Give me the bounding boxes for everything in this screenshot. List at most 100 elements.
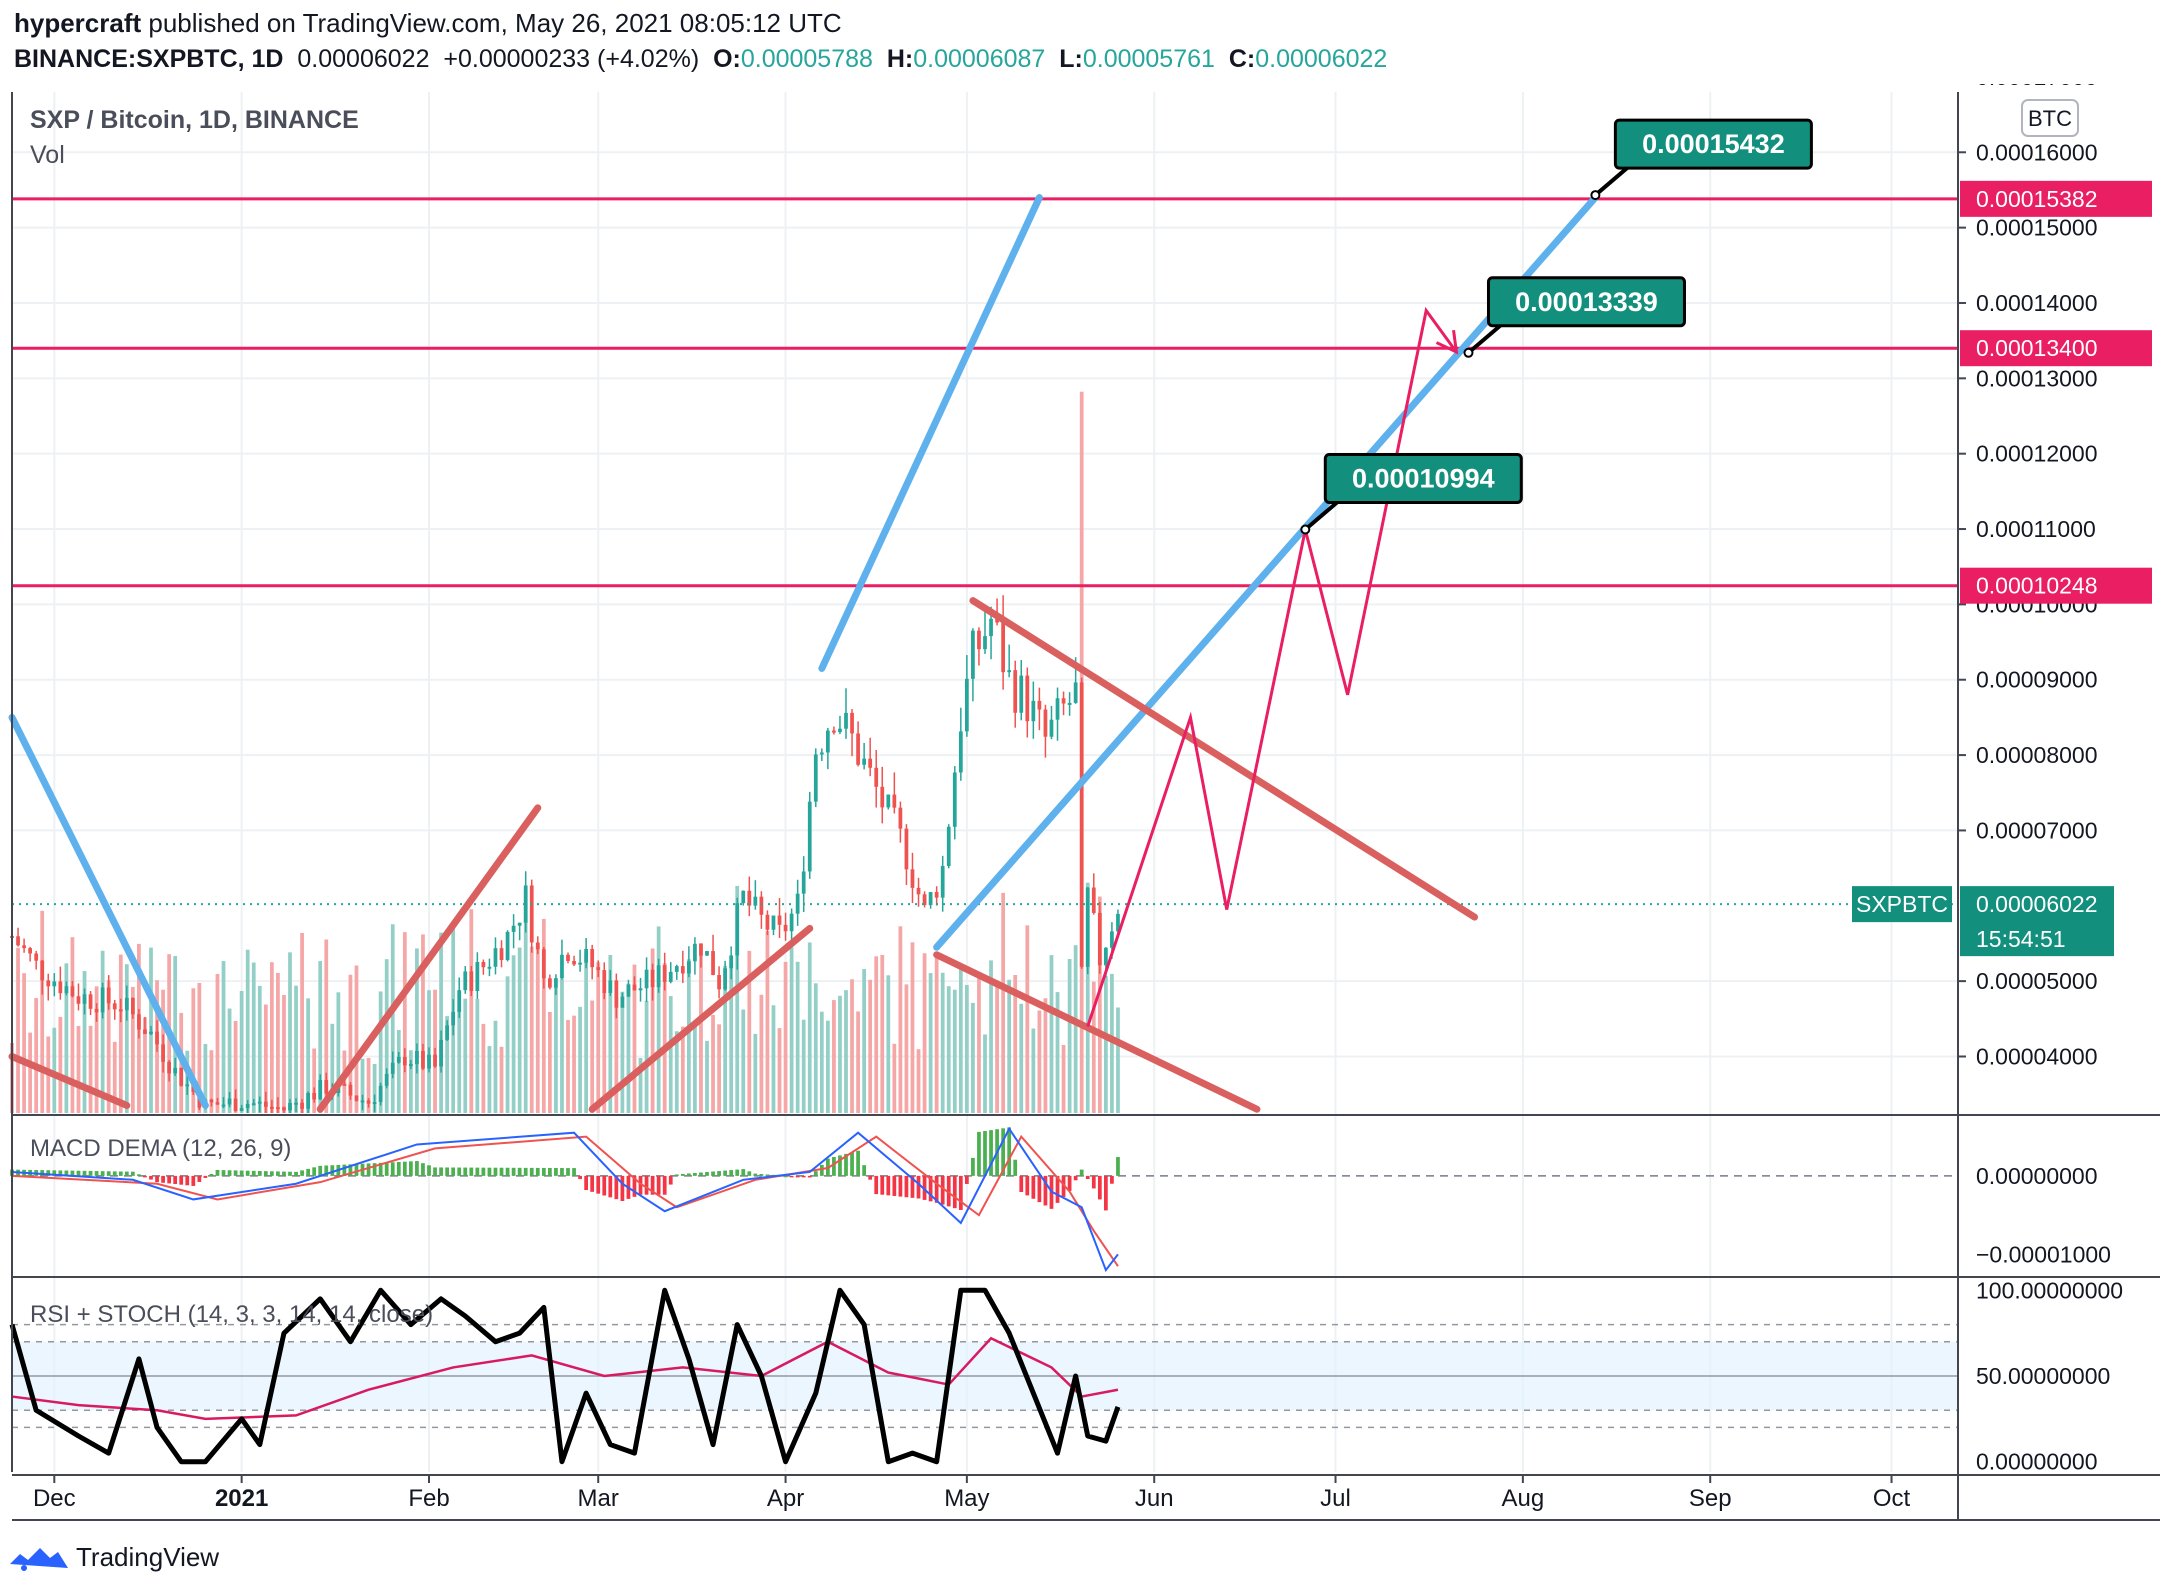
- macd-histogram-bar: [529, 1167, 534, 1176]
- macd-legend: MACD DEMA (12, 26, 9): [30, 1135, 291, 1162]
- macd-histogram-bar: [723, 1170, 728, 1176]
- price-tick-label-9: 0.00014000: [1976, 290, 2098, 316]
- macd-histogram-bar: [711, 1171, 715, 1176]
- candle: [572, 955, 576, 967]
- macd-histogram-bar: [300, 1170, 304, 1176]
- candle-body: [1013, 670, 1018, 713]
- volume-bar: [469, 909, 474, 1113]
- volume-bar: [590, 1000, 595, 1113]
- callout-pointer-2: [1304, 498, 1341, 532]
- candle: [22, 938, 26, 953]
- candle: [771, 915, 776, 936]
- volume-bar: [390, 924, 395, 1113]
- volume-bar: [1097, 896, 1102, 1113]
- macd-histogram-bar: [366, 1163, 371, 1176]
- macd-histogram-bar: [686, 1173, 691, 1176]
- candle-body: [1061, 698, 1066, 704]
- price-callouts[interactable]: 0.00015432 0.00013339 0.00010994: [1300, 118, 1813, 535]
- price-callout-1: 0.00013339: [1463, 276, 1686, 358]
- candle: [723, 960, 728, 991]
- candle-body: [58, 981, 63, 994]
- tradingview-brand[interactable]: TradingView: [76, 1541, 220, 1572]
- volume-bar: [964, 984, 969, 1113]
- candle-body: [445, 1025, 450, 1040]
- candle: [294, 1098, 298, 1112]
- candle: [910, 852, 915, 904]
- volume-bar: [1025, 925, 1030, 1113]
- candle-body: [487, 966, 492, 969]
- candle: [844, 688, 848, 739]
- author-name[interactable]: hypercraft: [14, 8, 142, 38]
- candle: [1031, 681, 1036, 739]
- candle: [523, 871, 528, 933]
- volume-bar: [378, 991, 383, 1113]
- trend-drawings[interactable]: [8, 193, 1599, 1113]
- macd-histogram-bar: [209, 1173, 214, 1176]
- volume-bar: [366, 1057, 371, 1113]
- callout-anchor-2: [1300, 524, 1311, 535]
- macd-histogram-bar: [898, 1175, 903, 1197]
- candle-body: [34, 953, 39, 961]
- candle-body: [1073, 682, 1078, 703]
- macd-histogram-bar: [668, 1175, 673, 1185]
- volume-bar: [554, 987, 558, 1113]
- volume-bar: [662, 963, 667, 1113]
- macd-histogram-bar: [457, 1167, 462, 1176]
- macd-histogram-bar: [82, 1170, 87, 1176]
- price-tick-label-12: 0.00017000: [1976, 84, 2098, 90]
- volume-bar: [523, 890, 528, 1113]
- candle: [928, 891, 933, 909]
- candle: [729, 946, 734, 980]
- candle: [94, 1003, 99, 1022]
- price-callout-0: 0.00015432: [1590, 118, 1813, 201]
- currency-badge[interactable]: BTC: [2021, 99, 2079, 137]
- volume-bar: [735, 885, 740, 1113]
- level-badge-bg-0: [1960, 180, 2152, 217]
- stoch-line: [9, 1287, 1121, 1465]
- candle-body: [777, 915, 782, 925]
- volume-bar: [28, 1032, 33, 1113]
- candle: [916, 877, 921, 907]
- chart-canvas[interactable]: 0.00004000 0.00005000 0.00007000 0.00008000…: [0, 84, 2160, 1532]
- candle-body: [415, 1051, 419, 1065]
- candle-body: [46, 980, 51, 987]
- candle: [1067, 692, 1072, 716]
- macd-histogram-bar: [844, 1153, 848, 1176]
- horizontal-levels[interactable]: [12, 197, 1958, 906]
- volume-bar: [1001, 892, 1006, 1113]
- candle: [179, 1067, 184, 1087]
- candle-body: [529, 885, 534, 943]
- candle-body: [989, 618, 993, 637]
- macd-histogram-bar: [185, 1175, 190, 1186]
- macd-histogram-bar: [753, 1173, 758, 1176]
- macd-histogram-bar: [717, 1171, 721, 1176]
- volume-bar: [1031, 1028, 1036, 1113]
- volume-bar: [674, 1031, 679, 1113]
- volume-bar: [904, 984, 909, 1113]
- candle-body: [124, 997, 129, 1011]
- candle-body: [904, 828, 909, 870]
- macd-histogram-bar: [638, 1175, 643, 1195]
- volume-bar: [898, 926, 903, 1113]
- candle-body: [451, 1011, 456, 1026]
- volume-bar: [445, 1016, 450, 1113]
- macd-histogram-bar: [161, 1175, 165, 1183]
- candle: [155, 1020, 159, 1052]
- macd-histogram-bar: [58, 1170, 63, 1176]
- candle: [638, 977, 643, 1002]
- candle-body: [306, 1092, 311, 1109]
- macd-histogram-bar: [372, 1163, 377, 1176]
- price-callout-2: 0.00010994: [1300, 452, 1523, 535]
- candle: [221, 1097, 226, 1109]
- red-trendline-4: [933, 951, 1261, 1113]
- candle: [759, 891, 764, 929]
- candle: [481, 959, 486, 975]
- candle: [747, 876, 752, 917]
- last-price: 0.00006022: [297, 45, 430, 73]
- time-axis: Dec 2021 Feb Mar Apr May Jun Jul Aug Sep Oct: [33, 1475, 1911, 1512]
- panel-frames: [11, 92, 2160, 1521]
- volume-bar: [819, 1011, 824, 1113]
- candle-body: [717, 974, 721, 990]
- volume-bar: [856, 1011, 860, 1113]
- candle: [451, 999, 456, 1036]
